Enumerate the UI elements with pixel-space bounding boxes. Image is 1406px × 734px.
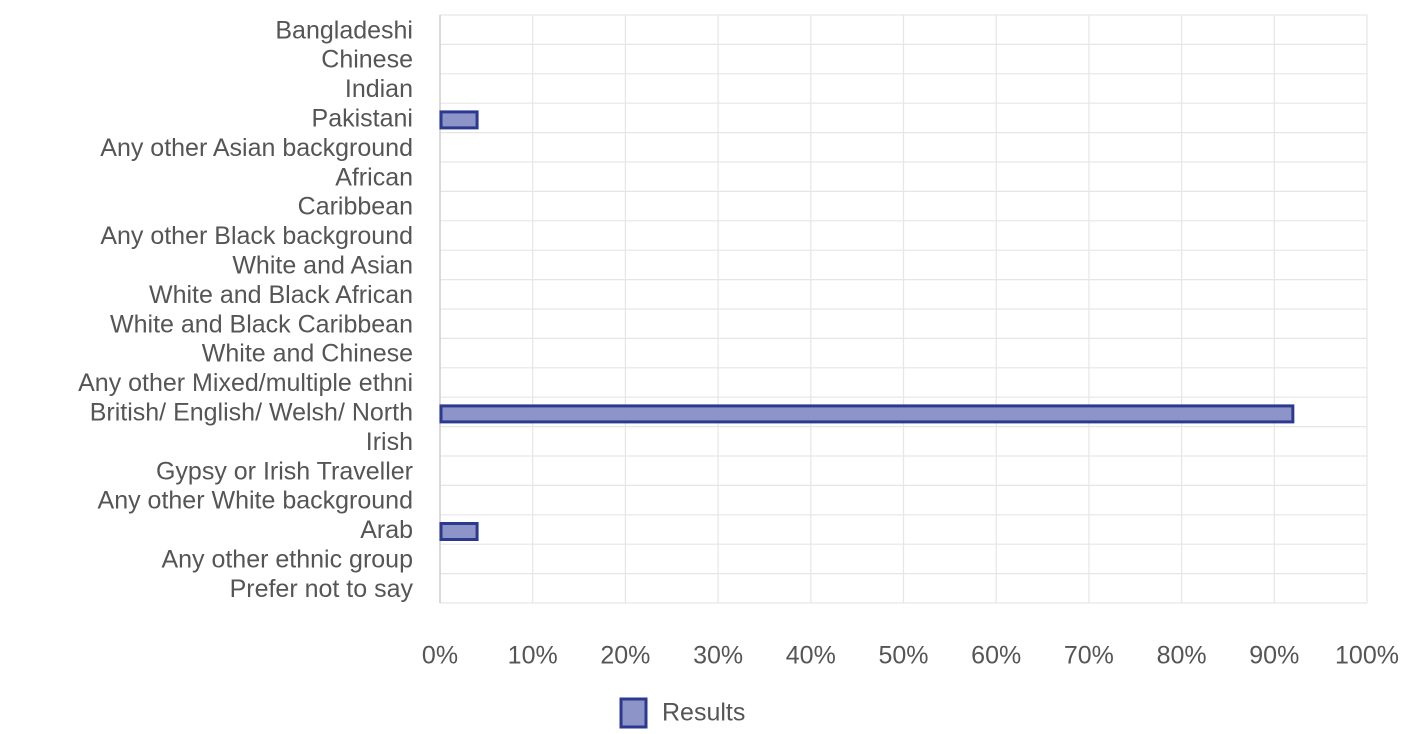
category-label: Bangladeshi [275, 16, 413, 44]
category-label: White and Chinese [202, 340, 413, 368]
category-label: Caribbean [298, 193, 413, 221]
category-label: Irish [366, 428, 413, 456]
category-label: British/ English/ Welsh/ North [90, 399, 413, 427]
category-label: Gypsy or Irish Traveller [156, 457, 413, 485]
x-tick-label: 30% [693, 642, 743, 670]
grid-layer [439, 14, 1368, 604]
category-label: Chinese [321, 46, 413, 74]
x-tick-label: 0% [422, 642, 458, 670]
x-tick-label: 70% [1064, 642, 1114, 670]
bar[interactable] [439, 110, 479, 130]
legend[interactable]: Results [619, 697, 745, 729]
legend-label: Results [662, 699, 745, 727]
x-tick-label: 50% [878, 642, 928, 670]
category-label: Any other White background [98, 487, 413, 515]
x-tick-label: 90% [1249, 642, 1299, 670]
category-label: Any other Black background [100, 222, 413, 250]
x-tick-label: 80% [1157, 642, 1207, 670]
category-label: Arab [360, 516, 413, 544]
category-label: White and Black Caribbean [110, 310, 413, 338]
category-label: Pakistani [312, 105, 413, 133]
category-label: White and Asian [232, 252, 413, 280]
bar[interactable] [439, 404, 1295, 424]
bar[interactable] [439, 522, 479, 541]
x-tick-label: 60% [971, 642, 1021, 670]
x-axis-ticks: 0% 10% 20% 30% 40% 50% 60% 70% 80% 90% 100% [422, 642, 1399, 670]
category-label: Any other ethnic group [161, 546, 413, 574]
category-label: Indian [345, 75, 413, 103]
x-tick-label: 40% [786, 642, 836, 670]
category-label: White and Black African [149, 281, 413, 309]
legend-swatch [619, 697, 648, 729]
category-label: Any other Mixed/multiple ethni [78, 369, 413, 397]
x-tick-label: 10% [508, 642, 558, 670]
category-label: Any other Asian background [100, 134, 413, 162]
x-tick-label: 20% [600, 642, 650, 670]
category-label: Prefer not to say [230, 575, 414, 603]
x-tick-label: 100% [1335, 642, 1399, 670]
category-label: African [335, 163, 413, 191]
bars-layer [439, 110, 1295, 541]
